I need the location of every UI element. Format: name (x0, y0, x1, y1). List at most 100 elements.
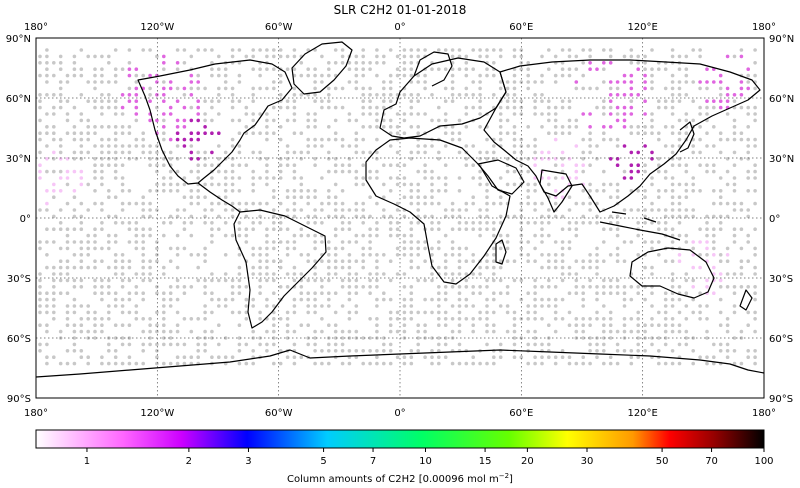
observation-dot (320, 201, 324, 206)
observation-dot (361, 125, 366, 129)
observation-dot (657, 99, 661, 103)
observation-dot (485, 214, 489, 219)
observation-dot (636, 93, 640, 97)
observation-dot (45, 342, 49, 347)
observation-dot (533, 297, 537, 302)
observation-dot (547, 99, 551, 103)
observation-dot (485, 150, 489, 155)
observation-dot (430, 349, 434, 353)
observation-dot (354, 131, 359, 135)
observation-dot (141, 291, 145, 296)
observation-dot (313, 86, 317, 91)
observation-dot (251, 272, 255, 276)
observation-dot (526, 291, 530, 296)
observation-dot (416, 278, 421, 283)
observation-dot (650, 48, 654, 52)
observation-dot (560, 176, 565, 180)
observation-dot (278, 361, 283, 366)
observation-dot (492, 227, 496, 231)
observation-dot (478, 272, 482, 276)
observation-dot (148, 99, 152, 103)
observation-dot (553, 253, 558, 257)
observation-dot (45, 54, 49, 59)
observation-dot (148, 118, 152, 123)
observation-dot (691, 214, 695, 219)
observation-dot (595, 355, 599, 360)
observation-dot (519, 54, 524, 59)
observation-dot (320, 349, 324, 353)
observation-dot (217, 86, 221, 91)
observation-dot (237, 361, 242, 366)
observation-dot (127, 297, 132, 302)
observation-dot (258, 201, 262, 206)
observation-dot (141, 137, 145, 142)
observation-dot (189, 355, 194, 360)
observation-dot (113, 221, 118, 225)
observation-dot (93, 131, 97, 135)
observation-dot (595, 259, 599, 264)
observation-dot (691, 80, 695, 84)
observation-dot (512, 112, 517, 116)
observation-dot (141, 150, 145, 155)
observation-dot (354, 272, 359, 276)
observation-dot (732, 137, 737, 142)
observation-dot (347, 291, 352, 296)
observation-dot (753, 272, 757, 276)
observation-dot (588, 112, 592, 116)
observation-dot (622, 285, 627, 289)
observation-dot (670, 54, 675, 59)
observation-dot (553, 265, 558, 270)
observation-dot (368, 176, 372, 180)
observation-dot (162, 304, 166, 308)
observation-dot (663, 291, 668, 296)
observation-dot (677, 163, 682, 167)
observation-dot (375, 259, 379, 264)
observation-dot (526, 361, 530, 366)
observation-dot (162, 163, 166, 167)
observation-dot (450, 278, 455, 283)
observation-dot (588, 317, 592, 321)
observation-dot (52, 73, 56, 78)
observation-dot (320, 285, 324, 289)
observation-dot (230, 137, 235, 142)
observation-dot (127, 259, 132, 264)
observation-dot (629, 131, 634, 135)
observation-dot (753, 169, 757, 174)
observation-dot (127, 125, 132, 129)
observation-dot (100, 112, 104, 116)
observation-dot (333, 246, 338, 251)
observation-dot (38, 297, 42, 302)
observation-dot (595, 285, 599, 289)
observation-dot (272, 105, 276, 110)
observation-dot (670, 317, 675, 321)
observation-dot (574, 80, 579, 84)
observation-dot (698, 304, 702, 308)
observation-dot (450, 317, 455, 321)
observation-dot (72, 278, 77, 283)
observation-dot (698, 125, 702, 129)
observation-dot (443, 259, 448, 264)
observation-dot (327, 73, 331, 78)
observation-dot (560, 355, 565, 360)
observation-dot (347, 259, 352, 264)
observation-dot (670, 93, 675, 97)
observation-dot (485, 221, 489, 225)
observation-dot (540, 54, 544, 59)
observation-dot (278, 48, 283, 52)
colorbar-tick-label: 2 (186, 456, 192, 467)
observation-dot (450, 137, 455, 142)
observation-dot (93, 240, 97, 244)
observation-dot (540, 265, 544, 270)
observation-dot (45, 323, 49, 328)
observation-dot (327, 253, 331, 257)
observation-dot (677, 93, 682, 97)
observation-dot (512, 323, 517, 328)
observation-dot (629, 73, 634, 78)
observation-dot (230, 99, 235, 103)
observation-dot (237, 342, 242, 347)
observation-dot (120, 336, 125, 340)
observation-dot (464, 86, 469, 91)
observation-dot (670, 99, 675, 103)
observation-dot (382, 93, 386, 97)
observation-dot (251, 297, 255, 302)
